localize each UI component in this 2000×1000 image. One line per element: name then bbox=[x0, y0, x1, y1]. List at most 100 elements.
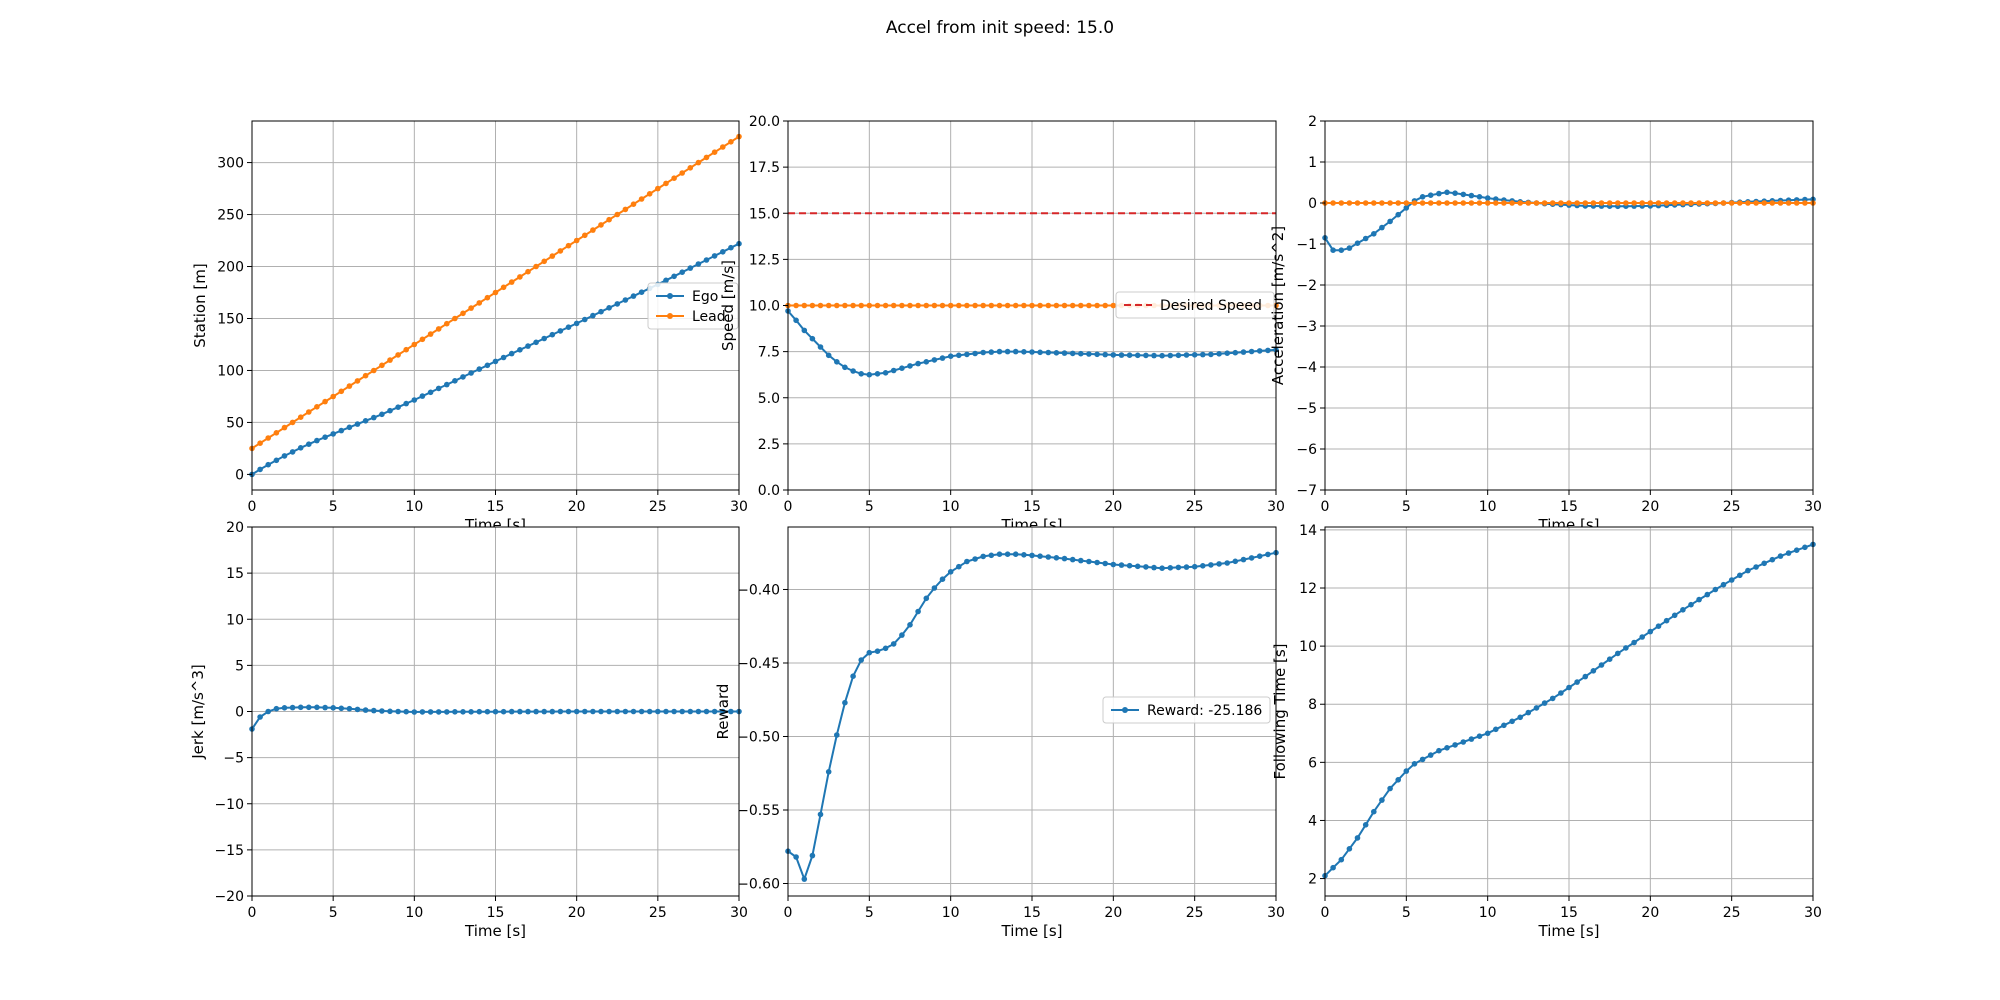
data-point bbox=[614, 301, 621, 307]
legend-label: Desired Speed bbox=[1160, 298, 1262, 314]
data-point bbox=[590, 708, 596, 715]
data-point bbox=[468, 709, 474, 715]
data-point bbox=[703, 708, 710, 715]
y-tick-label: 2.5 bbox=[758, 437, 780, 453]
data-point bbox=[679, 708, 685, 715]
y-tick-label: 12 bbox=[1299, 581, 1317, 597]
data-point bbox=[1427, 192, 1434, 198]
data-point bbox=[468, 305, 474, 311]
y-tick-label: −7 bbox=[1296, 483, 1317, 499]
data-point bbox=[622, 206, 629, 213]
data-point bbox=[817, 302, 824, 309]
data-point bbox=[834, 302, 840, 309]
data-point bbox=[866, 649, 873, 656]
data-point bbox=[362, 372, 369, 379]
data-point bbox=[533, 339, 539, 346]
data-point bbox=[541, 708, 547, 715]
data-point bbox=[834, 359, 840, 365]
data-point bbox=[687, 708, 694, 715]
data-point bbox=[354, 706, 361, 713]
data-point bbox=[565, 708, 572, 715]
legend-box bbox=[1115, 291, 1275, 319]
data-point bbox=[444, 709, 450, 715]
data-point bbox=[614, 211, 621, 218]
y-tick-label: −0.55 bbox=[737, 803, 780, 819]
data-point bbox=[923, 359, 930, 365]
data-point bbox=[923, 595, 930, 602]
y-tick-label: 17.5 bbox=[749, 160, 780, 176]
data-point bbox=[809, 335, 816, 342]
data-point bbox=[996, 551, 1003, 557]
data-point bbox=[882, 302, 889, 309]
data-point bbox=[1590, 200, 1597, 206]
data-point bbox=[679, 170, 685, 176]
data-point bbox=[444, 320, 450, 327]
data-point bbox=[858, 657, 864, 663]
data-point bbox=[314, 704, 320, 711]
data-point bbox=[1362, 235, 1369, 242]
data-point bbox=[1501, 722, 1507, 729]
data-point bbox=[387, 357, 393, 363]
y-tick-label: −0.60 bbox=[737, 877, 780, 893]
data-point bbox=[890, 367, 897, 374]
x-tick-label: 15 bbox=[1023, 499, 1041, 515]
data-point bbox=[1558, 690, 1564, 696]
data-point bbox=[1216, 351, 1222, 357]
data-point bbox=[1769, 556, 1776, 563]
data-point bbox=[1118, 562, 1125, 568]
data-point bbox=[1476, 200, 1483, 206]
data-point bbox=[500, 708, 507, 715]
data-point bbox=[1631, 200, 1637, 206]
data-point bbox=[492, 708, 499, 715]
data-point bbox=[956, 563, 962, 570]
data-point bbox=[565, 324, 572, 331]
data-point bbox=[1159, 565, 1165, 571]
data-point bbox=[663, 277, 669, 284]
data-point bbox=[1655, 200, 1662, 206]
data-point bbox=[874, 371, 881, 377]
x-axis-label: Time [s] bbox=[464, 922, 526, 940]
legend: Reward: -25.186 bbox=[1102, 696, 1271, 724]
data-point bbox=[850, 368, 856, 374]
data-point bbox=[1061, 350, 1068, 356]
data-point bbox=[1387, 200, 1393, 206]
data-point bbox=[1427, 200, 1434, 206]
data-point bbox=[858, 371, 864, 377]
data-point bbox=[825, 302, 832, 309]
data-point bbox=[866, 302, 873, 309]
data-point bbox=[907, 302, 913, 309]
data-point bbox=[1338, 247, 1345, 253]
data-point bbox=[387, 708, 393, 715]
x-tick-label: 0 bbox=[1321, 499, 1330, 515]
data-point bbox=[573, 708, 580, 715]
data-point bbox=[1802, 200, 1808, 206]
data-point bbox=[379, 362, 385, 369]
data-point bbox=[1151, 352, 1157, 359]
y-axis-label: Reward bbox=[714, 684, 732, 740]
data-point bbox=[346, 383, 353, 389]
data-point bbox=[1183, 352, 1190, 358]
subplot-reward: 0 5 10 15 20 25 30 −0.60 −0.55 −0.50 −0.45 −0.40 Tim… bbox=[714, 526, 1285, 940]
data-point bbox=[306, 441, 312, 448]
data-point bbox=[1541, 700, 1548, 706]
data-point bbox=[907, 622, 913, 628]
data-point bbox=[1468, 200, 1475, 206]
data-point bbox=[1094, 559, 1100, 566]
legend: Ego Lead bbox=[647, 282, 739, 330]
data-point bbox=[850, 302, 856, 309]
data-point bbox=[541, 335, 547, 342]
x-tick-label: 5 bbox=[865, 905, 874, 921]
data-point bbox=[346, 705, 353, 712]
data-point bbox=[825, 352, 832, 359]
data-point bbox=[964, 351, 970, 358]
legend: Desired Speed bbox=[1115, 291, 1275, 319]
data-point bbox=[695, 261, 702, 267]
data-point bbox=[419, 709, 426, 715]
legend-label: Reward: -25.186 bbox=[1147, 703, 1262, 719]
data-point bbox=[728, 244, 734, 251]
data-point bbox=[1777, 553, 1784, 559]
data-point bbox=[630, 201, 637, 207]
data-point bbox=[1232, 349, 1239, 356]
data-point bbox=[1704, 591, 1711, 598]
